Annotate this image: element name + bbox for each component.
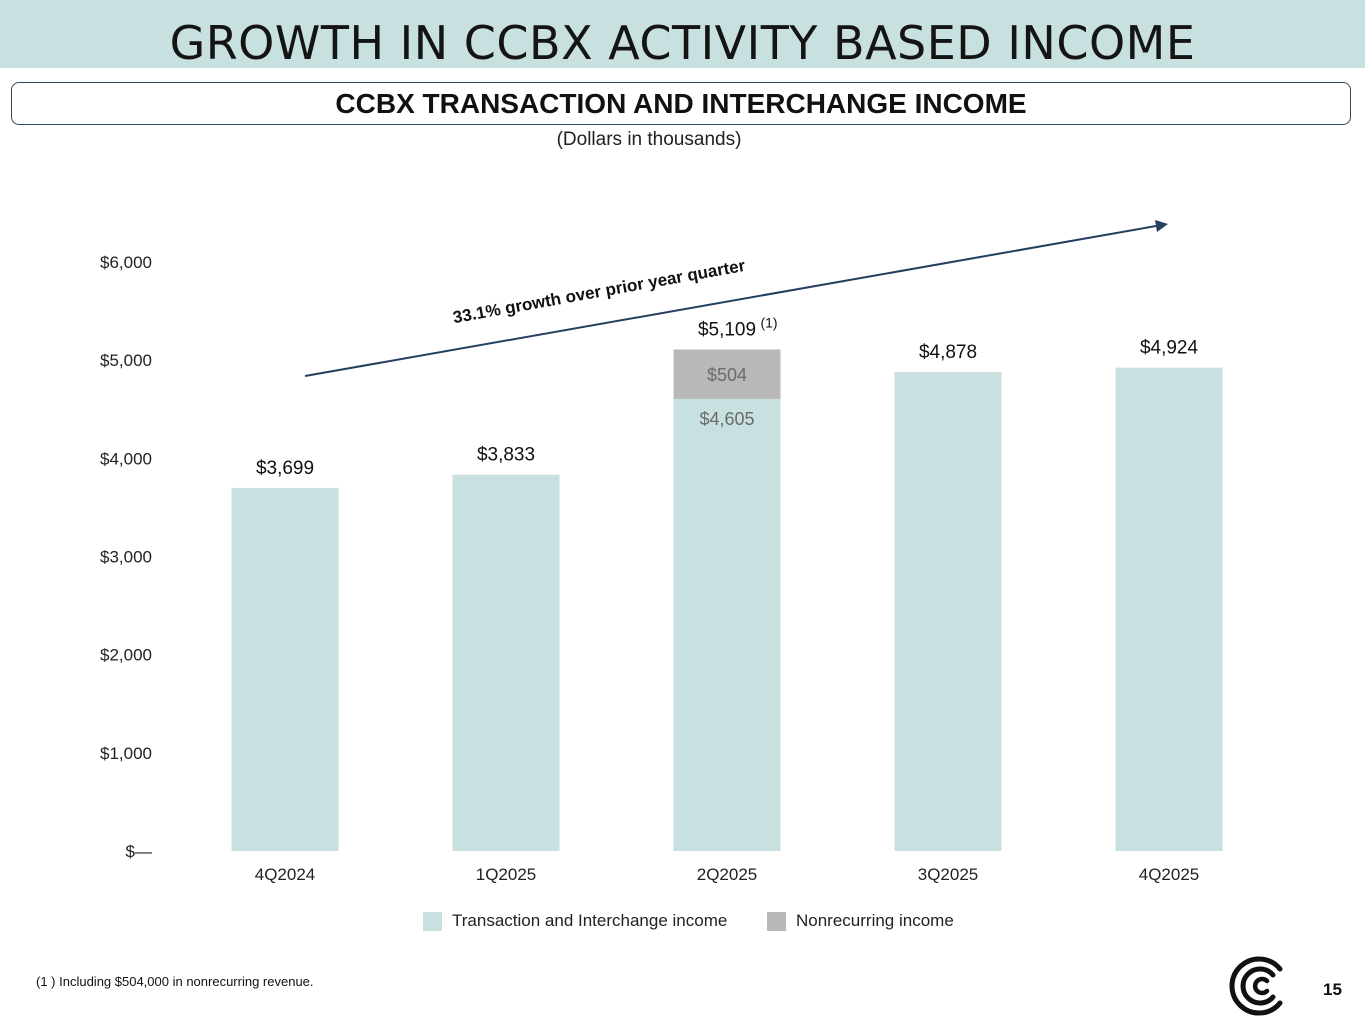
legend-item-nonrecurring: Nonrecurring income — [767, 911, 954, 931]
legend-swatch-transaction — [423, 911, 442, 931]
data-label-total: $3,699 — [256, 458, 314, 479]
company-logo-icon — [1229, 956, 1283, 1016]
y-tick-label: $1,000 — [100, 744, 152, 763]
page-title: GROWTH IN CCBX ACTIVITY BASED INCOME — [169, 16, 1196, 70]
y-tick-label: $4,000 — [100, 449, 152, 468]
legend-label-nonrecurring: Nonrecurring income — [796, 911, 954, 930]
bar-nonrecurring — [673, 349, 781, 399]
page-number: 15 — [1323, 980, 1342, 999]
y-tick-label: $5,000 — [100, 351, 152, 370]
trend-annotation: 33.1% growth over prior year quarter — [451, 256, 747, 327]
trend-arrow-head — [1155, 220, 1168, 232]
bar-transaction — [452, 474, 560, 851]
data-label-footnote-marker: (1) — [760, 314, 777, 330]
x-tick-label: 1Q2025 — [476, 865, 537, 884]
data-label-total: $4,924 — [1140, 338, 1199, 359]
trend-arrow-line — [304, 225, 1157, 377]
data-label-segment: $504 — [707, 365, 747, 385]
legend-swatch-nonrecurring — [767, 911, 786, 931]
y-tick-label: $6,000 — [100, 253, 152, 272]
chart-legend: Transaction and Interchange income Nonre… — [0, 911, 1365, 933]
x-tick-label: 2Q2025 — [697, 865, 758, 884]
x-tick-label: 3Q2025 — [918, 865, 979, 884]
units-note: (Dollars in thousands) — [556, 129, 742, 150]
chart-subtitle-box: CCBX TRANSACTION AND INTERCHANGE INCOME — [11, 82, 1351, 125]
bar-transaction — [231, 487, 339, 851]
y-tick-label: $3,000 — [100, 548, 152, 567]
data-label-total: $3,833 — [477, 445, 535, 466]
bar-transaction — [1115, 367, 1223, 851]
data-label-total: $5,109 — [698, 319, 756, 340]
x-tick-label: 4Q2025 — [1139, 865, 1200, 884]
y-tick-label: $— — [126, 842, 152, 861]
bar-transaction — [894, 372, 1002, 851]
chart-subtitle: CCBX TRANSACTION AND INTERCHANGE INCOME — [335, 88, 1027, 119]
footnote: (1 ) Including $504,000 in nonrecurring … — [36, 974, 314, 989]
title-band: GROWTH IN CCBX ACTIVITY BASED INCOME — [0, 0, 1365, 70]
data-label-total: $4,878 — [919, 342, 977, 363]
y-tick-label: $2,000 — [100, 646, 152, 665]
bar-transaction — [673, 398, 781, 851]
legend-item-transaction: Transaction and Interchange income — [423, 911, 727, 931]
x-tick-label: 4Q2024 — [255, 865, 316, 884]
data-label-segment: $4,605 — [699, 409, 754, 429]
legend-label-transaction: Transaction and Interchange income — [452, 911, 728, 930]
